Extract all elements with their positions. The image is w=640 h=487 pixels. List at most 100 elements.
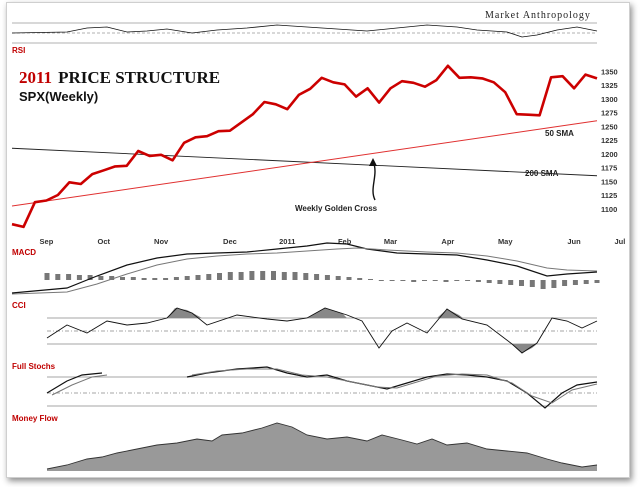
macd-histogram-bar	[422, 280, 427, 281]
macd-histogram-bar	[238, 272, 244, 280]
title-rest: PRICE STRUCTURE	[58, 68, 220, 87]
cci-line	[46, 307, 598, 354]
x-tick-label: Sep	[40, 237, 54, 246]
y-tick-label: 1350	[601, 67, 618, 76]
macd-histogram-bar	[76, 275, 82, 280]
y-tick-label: 1150	[601, 177, 617, 186]
macd-histogram-bar	[411, 280, 417, 282]
macd-histogram-bar	[508, 280, 514, 285]
x-axis: Sep Oct Nov Dec 2011 Feb Mar Apr May Jun Jul	[40, 237, 626, 246]
macd-histogram-bar	[368, 279, 373, 280]
macd-histogram-bar	[195, 275, 201, 280]
cci-fill-upper	[167, 308, 463, 318]
y-tick-label: 1300	[601, 95, 618, 104]
y-tick-label: 1125	[601, 191, 617, 200]
macd-histogram-bar	[529, 280, 535, 287]
macd-histogram-bar	[486, 280, 492, 283]
macd-histogram-bar	[271, 271, 276, 280]
macd-histogram-bar	[206, 274, 212, 280]
macd-histogram-bar	[98, 276, 104, 280]
stoch-d-line	[51, 368, 598, 404]
x-tick-label: May	[498, 237, 513, 246]
macd-histogram-bar	[454, 280, 460, 281]
macd-histogram-bar	[66, 274, 72, 280]
macd-histogram-bar	[519, 280, 524, 286]
sma200-line	[11, 147, 598, 177]
x-tick-label: Jul	[615, 237, 626, 246]
x-tick-label: Oct	[98, 237, 111, 246]
macd-histogram-bar	[443, 280, 449, 282]
macd-histogram-bar	[583, 280, 589, 284]
y-tick-label: 1225	[601, 136, 618, 145]
x-tick-label: Nov	[154, 237, 169, 246]
macd-histogram	[44, 271, 600, 289]
chart-canvas: Market Anthropology RSI 2011 PRICE STRUCT…	[11, 10, 626, 471]
macd-label: MACD	[12, 248, 36, 257]
macd-histogram-bar	[227, 272, 233, 280]
rsi-label: RSI	[12, 46, 25, 55]
sma50-label: 50 SMA	[545, 129, 574, 138]
chart-frame: Market Anthropology RSI 2011 PRICE STRUCT…	[6, 2, 630, 478]
x-tick-label: 2011	[279, 237, 295, 246]
macd-histogram-bar	[357, 278, 363, 280]
cci-panel: CCI	[12, 301, 598, 354]
macd-histogram-bar	[378, 280, 384, 281]
mfi-area	[47, 423, 597, 471]
macd-histogram-bar	[260, 271, 266, 280]
price-panel: 2011 PRICE STRUCTURE SPX(Weekly) 1100 1125…	[11, 64, 626, 246]
macd-histogram-bar	[335, 276, 341, 280]
macd-histogram-bar	[55, 274, 61, 280]
macd-histogram-bar	[594, 280, 600, 283]
macd-panel: MACD	[11, 242, 600, 295]
sma200-label: 200 SMA	[525, 169, 559, 178]
macd-histogram-bar	[130, 277, 136, 280]
stoch-label: Full Stochs	[12, 362, 56, 371]
y-axis: 1100 1125 1150 1175 1200 1225 1250 1275 1300 1325…	[601, 67, 618, 214]
mfi-panel: Money Flow	[12, 414, 598, 471]
golden-cross-arrow	[372, 160, 376, 201]
macd-histogram-bar	[475, 280, 481, 282]
mfi-line	[46, 422, 598, 470]
macd-histogram-bar	[184, 276, 190, 280]
macd-histogram-bar	[141, 278, 147, 280]
macd-histogram-bar	[465, 280, 471, 281]
macd-histogram-bar	[562, 280, 568, 286]
macd-histogram-bar	[497, 280, 503, 284]
y-tick-label: 1100	[601, 205, 617, 214]
x-tick-label: Apr	[441, 237, 454, 246]
macd-histogram-bar	[173, 277, 179, 280]
y-tick-label: 1275	[601, 109, 618, 118]
macd-histogram-bar	[281, 272, 287, 280]
macd-histogram-bar	[540, 280, 546, 289]
y-tick-label: 1325	[601, 81, 618, 90]
macd-histogram-bar	[44, 273, 50, 280]
macd-histogram-bar	[303, 273, 309, 280]
macd-histogram-bar	[292, 272, 298, 280]
macd-histogram-bar	[400, 280, 406, 281]
x-tick-label: Mar	[384, 237, 397, 246]
cci-fill-lower	[512, 344, 537, 353]
title-year: 2011	[19, 68, 52, 87]
series-layer	[11, 64, 598, 229]
macd-histogram-bar	[324, 275, 330, 280]
macd-histogram-bar	[314, 274, 320, 280]
stoch-k-line	[46, 366, 598, 409]
x-tick-label: Dec	[223, 237, 237, 246]
macd-histogram-bar	[87, 275, 93, 280]
macd-histogram-bar	[389, 280, 395, 281]
macd-histogram-bar	[346, 277, 352, 280]
x-tick-label: Jun	[567, 237, 581, 246]
macd-histogram-bar	[120, 277, 125, 280]
rsi-line	[11, 24, 598, 38]
macd-signal-line	[11, 247, 598, 295]
mfi-label: Money Flow	[12, 414, 59, 423]
golden-cross-label: Weekly Golden Cross	[295, 204, 378, 213]
spx-price-line	[11, 64, 598, 229]
y-tick-label: 1175	[601, 164, 617, 173]
macd-histogram-bar	[163, 278, 169, 280]
brand-label: Market Anthropology	[485, 10, 591, 21]
y-tick-label: 1200	[601, 150, 618, 159]
rsi-panel: RSI	[11, 22, 598, 55]
chart-subtitle: SPX(Weekly)	[19, 89, 98, 104]
chart-title: 2011 PRICE STRUCTURE	[19, 68, 220, 87]
